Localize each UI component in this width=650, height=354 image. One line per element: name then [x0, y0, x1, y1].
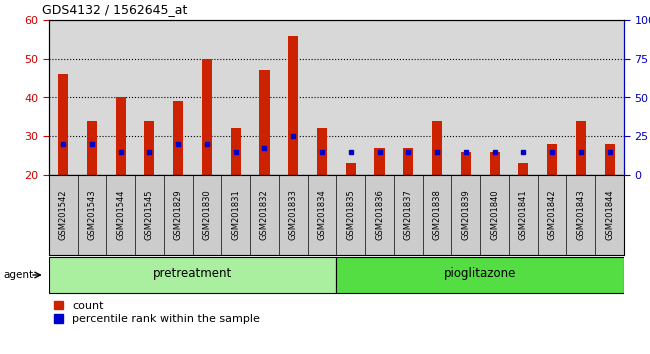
- Text: GSM201833: GSM201833: [289, 189, 298, 240]
- Bar: [116, 97, 125, 175]
- Bar: [374, 148, 385, 175]
- Text: GSM201840: GSM201840: [490, 190, 499, 240]
- Bar: [461, 152, 471, 175]
- Text: GSM201836: GSM201836: [375, 189, 384, 240]
- Bar: [317, 129, 327, 175]
- Bar: [144, 121, 155, 175]
- Bar: [547, 144, 557, 175]
- Bar: [518, 164, 528, 175]
- Text: GSM201829: GSM201829: [174, 190, 183, 240]
- Text: GDS4132 / 1562645_at: GDS4132 / 1562645_at: [42, 4, 188, 16]
- Text: GSM201543: GSM201543: [87, 190, 96, 240]
- Text: GSM201842: GSM201842: [547, 190, 556, 240]
- Text: GSM201843: GSM201843: [577, 190, 586, 240]
- Text: GSM201830: GSM201830: [202, 190, 211, 240]
- Text: GSM201844: GSM201844: [605, 190, 614, 240]
- Text: GSM201834: GSM201834: [317, 190, 326, 240]
- Text: GSM201542: GSM201542: [58, 190, 68, 240]
- Bar: [231, 129, 240, 175]
- Text: pretreatment: pretreatment: [153, 267, 232, 280]
- Bar: [288, 35, 298, 175]
- Text: GSM201835: GSM201835: [346, 190, 356, 240]
- Text: GSM201831: GSM201831: [231, 190, 240, 240]
- FancyBboxPatch shape: [337, 257, 624, 293]
- Text: GSM201832: GSM201832: [260, 190, 269, 240]
- Text: agent: agent: [3, 270, 33, 280]
- Text: GSM201839: GSM201839: [462, 190, 471, 240]
- Text: GSM201545: GSM201545: [145, 190, 154, 240]
- Legend: count, percentile rank within the sample: count, percentile rank within the sample: [55, 301, 260, 324]
- Bar: [202, 59, 212, 175]
- Bar: [432, 121, 442, 175]
- Text: pioglitazone: pioglitazone: [444, 267, 516, 280]
- Bar: [87, 121, 97, 175]
- Text: GSM201838: GSM201838: [432, 189, 441, 240]
- Bar: [489, 152, 500, 175]
- Text: GSM201544: GSM201544: [116, 190, 125, 240]
- Bar: [346, 164, 356, 175]
- FancyBboxPatch shape: [49, 257, 337, 293]
- Bar: [403, 148, 413, 175]
- Bar: [259, 70, 270, 175]
- Bar: [58, 74, 68, 175]
- Text: GSM201841: GSM201841: [519, 190, 528, 240]
- Bar: [173, 101, 183, 175]
- Text: GSM201837: GSM201837: [404, 189, 413, 240]
- Bar: [604, 144, 615, 175]
- Bar: [576, 121, 586, 175]
